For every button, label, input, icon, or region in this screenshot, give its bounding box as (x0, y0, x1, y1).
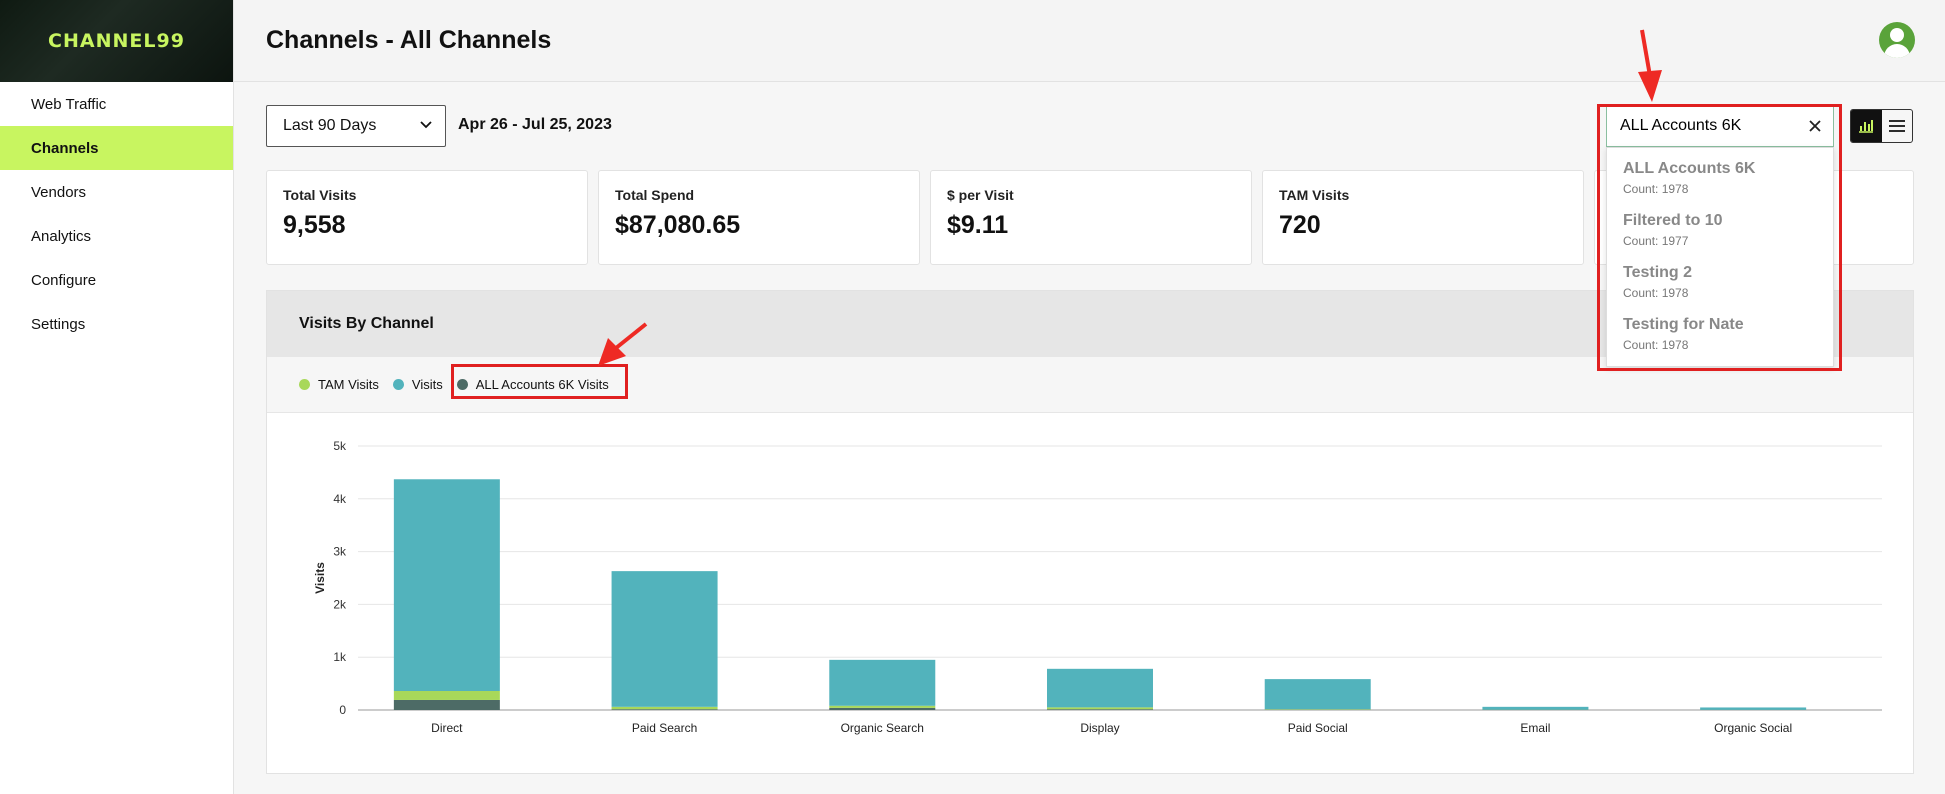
dropdown-item-count: Count: 1978 (1623, 338, 1689, 352)
segment-search-input[interactable] (1606, 105, 1834, 147)
sidebar-item-configure[interactable]: Configure (31, 271, 97, 289)
avatar-head-icon (1890, 28, 1904, 42)
annotation-arrow-icon (1638, 29, 1662, 102)
annotation-arrow-icon (598, 322, 648, 366)
visits-by-channel-chart: 0 1k 2k 3k 4k 5k Visits Direct Paid Search Organi… (313, 439, 1882, 735)
stat-label: Total Spend (615, 187, 695, 203)
stat-label: $ per Visit (947, 187, 1014, 203)
date-range-text: Apr 26 - Jul 25, 2023 (458, 116, 612, 133)
close-icon[interactable] (1807, 118, 1823, 134)
sidebar-item-web-traffic[interactable]: Web Traffic (31, 95, 107, 113)
list-icon (1888, 120, 1905, 132)
stat-value: 720 (1279, 211, 1321, 239)
dropdown-item[interactable]: ALL Accounts 6K Count: 1978 (1607, 160, 1833, 212)
y-tick-label: 1k (333, 650, 347, 664)
bar-segment (393, 479, 500, 691)
stat-value: $9.11 (947, 211, 1009, 239)
sidebar-item-analytics[interactable]: Analytics (31, 227, 92, 245)
stat-value: $87,080.65 (615, 211, 741, 239)
stat-value: 9,558 (283, 211, 346, 239)
dropdown-item-count: Count: 1977 (1623, 234, 1689, 248)
bar-segment (829, 659, 936, 706)
x-tick-label: Organic Social (1714, 721, 1792, 735)
x-tick-label: Direct (431, 721, 463, 735)
x-tick-label: Email (1520, 721, 1550, 735)
y-tick-label: 4k (333, 492, 347, 506)
legend-label: Visits (411, 377, 443, 392)
bar-segment (1047, 707, 1153, 710)
bar-segment (829, 707, 936, 710)
bar-segment (611, 706, 718, 710)
chevron-down-icon (420, 121, 432, 129)
view-toggle[interactable] (1850, 109, 1913, 143)
legend-dot-icon (392, 379, 404, 390)
x-tick-label: Paid Social (1288, 721, 1348, 735)
y-tick-label: 0 (339, 703, 346, 717)
page-title: Channels - All Channels (266, 26, 552, 54)
legend-label: TAM Visits (318, 377, 379, 392)
legend-highlight-box (451, 364, 628, 399)
bar-segment (1264, 679, 1371, 710)
bar-segment (393, 690, 500, 700)
dropdown-item[interactable]: Testing for Nate Count: 1978 (1607, 316, 1833, 368)
list-view-button[interactable] (1882, 110, 1913, 142)
bar-segment (1264, 709, 1371, 710)
x-tick-label: Organic Search (841, 721, 924, 735)
sidebar-item-settings[interactable]: Settings (31, 315, 86, 333)
stat-card-per-visit: $ per Visit $9.11 (930, 170, 1252, 265)
x-tick-label: Display (1080, 721, 1119, 735)
legend-item-accounts[interactable]: ALL Accounts 6K Visits (456, 377, 609, 392)
sidebar-item-channels[interactable]: Channels (0, 126, 233, 170)
stat-card-total-spend: Total Spend $87,080.65 (598, 170, 920, 265)
dropdown-item-count: Count: 1978 (1623, 286, 1689, 300)
x-tick-label: Paid Search (632, 721, 697, 735)
stat-label: Total Visits (283, 187, 357, 203)
bar-chart-icon (1859, 120, 1874, 133)
y-tick-label: 5k (333, 439, 347, 453)
dropdown-highlight-box (1597, 104, 1842, 371)
logo[interactable]: CHANNEL99 (0, 0, 233, 82)
bar-segment (611, 571, 718, 707)
bar-segment (1482, 706, 1589, 710)
sidebar-item-vendors[interactable]: Vendors (31, 183, 87, 201)
bar-segment (611, 709, 718, 710)
segment-dropdown: ALL Accounts 6K Count: 1978 Filtered to … (1606, 147, 1834, 367)
page-header: Channels - All Channels (234, 0, 1945, 82)
bar-segment (1047, 709, 1153, 710)
dropdown-item-name: Filtered to 10 (1623, 212, 1723, 229)
y-axis-label: Visits (313, 562, 327, 594)
date-range-value: Last 90 Days (283, 117, 377, 134)
date-range-select[interactable]: Last 90 Days (266, 105, 446, 147)
avatar-body-icon (1884, 44, 1910, 58)
sidebar: CHANNEL99 Web Traffic Channels Vendors A… (0, 0, 234, 794)
stat-card-tam-visits: TAM Visits 720 (1262, 170, 1584, 265)
logo-text: CHANNEL99 (48, 30, 185, 52)
y-tick-label: 2k (333, 597, 347, 611)
dropdown-item-name: ALL Accounts 6K (1623, 160, 1756, 177)
dropdown-item-name: Testing 2 (1623, 264, 1693, 281)
legend-dot-icon (299, 379, 310, 390)
dropdown-item[interactable]: Filtered to 10 Count: 1977 (1607, 212, 1833, 264)
dropdown-item-name: Testing for Nate (1623, 316, 1744, 333)
stat-label: TAM Visits (1279, 187, 1350, 203)
bar-segment (393, 699, 500, 710)
legend-dot-icon (456, 379, 468, 390)
legend-item-visits[interactable]: Visits (392, 377, 443, 392)
avatar[interactable] (1879, 22, 1915, 58)
bar-segment (1047, 668, 1153, 708)
bar-segment (1700, 707, 1807, 710)
dropdown-item-count: Count: 1978 (1623, 182, 1689, 196)
legend-label: ALL Accounts 6K Visits (475, 377, 609, 392)
y-tick-label: 3k (333, 545, 347, 559)
segment-search-field[interactable] (1620, 117, 1800, 135)
chart-view-button[interactable] (1851, 110, 1882, 142)
bar-segment (829, 705, 936, 708)
dropdown-item[interactable]: Testing 2 Count: 1978 (1607, 264, 1833, 316)
stat-card-total-visits: Total Visits 9,558 (266, 170, 588, 265)
legend-item-tam[interactable]: TAM Visits (299, 377, 379, 392)
